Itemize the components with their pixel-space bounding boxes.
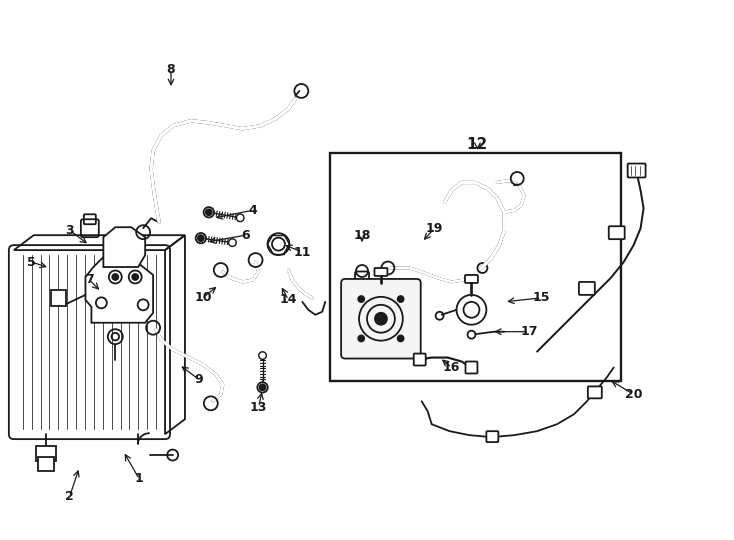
Circle shape	[398, 335, 404, 341]
Text: 1: 1	[135, 472, 144, 485]
FancyBboxPatch shape	[628, 164, 646, 178]
Text: 11: 11	[294, 246, 311, 259]
Circle shape	[375, 313, 387, 325]
Circle shape	[259, 352, 266, 359]
Text: 15: 15	[532, 292, 550, 305]
Circle shape	[112, 274, 118, 280]
Circle shape	[132, 274, 138, 280]
Text: 18: 18	[353, 228, 371, 242]
Text: 8: 8	[167, 63, 175, 76]
Text: 5: 5	[27, 255, 36, 268]
FancyBboxPatch shape	[374, 268, 388, 276]
FancyBboxPatch shape	[588, 387, 602, 399]
Text: 19: 19	[426, 222, 443, 235]
Polygon shape	[85, 247, 153, 323]
Text: 4: 4	[248, 204, 257, 217]
Text: 3: 3	[65, 224, 74, 237]
Circle shape	[203, 207, 214, 218]
Text: 10: 10	[194, 292, 211, 305]
Circle shape	[359, 301, 365, 307]
FancyBboxPatch shape	[487, 431, 498, 442]
FancyBboxPatch shape	[357, 303, 367, 321]
Circle shape	[228, 239, 236, 246]
FancyBboxPatch shape	[51, 290, 65, 306]
FancyBboxPatch shape	[465, 275, 478, 283]
Circle shape	[358, 335, 364, 341]
Circle shape	[236, 214, 244, 221]
Circle shape	[260, 384, 266, 390]
FancyBboxPatch shape	[465, 361, 477, 374]
FancyBboxPatch shape	[355, 272, 369, 296]
Bar	[330, 153, 621, 381]
Text: 6: 6	[241, 228, 250, 242]
Circle shape	[358, 296, 364, 302]
Text: 9: 9	[195, 373, 203, 386]
Text: 7: 7	[85, 273, 94, 286]
Circle shape	[206, 210, 212, 215]
Text: 17: 17	[520, 325, 538, 338]
Text: 13: 13	[250, 401, 267, 414]
FancyBboxPatch shape	[36, 446, 56, 461]
Polygon shape	[103, 227, 145, 267]
Text: 2: 2	[65, 490, 74, 503]
Text: 20: 20	[625, 388, 642, 401]
Text: 12: 12	[467, 137, 488, 152]
Circle shape	[398, 296, 404, 302]
Text: 14: 14	[280, 293, 297, 306]
Circle shape	[258, 382, 268, 393]
FancyBboxPatch shape	[608, 226, 625, 239]
Circle shape	[468, 330, 476, 339]
Circle shape	[196, 233, 206, 244]
Text: 16: 16	[443, 361, 460, 374]
FancyBboxPatch shape	[414, 354, 426, 366]
FancyBboxPatch shape	[341, 279, 421, 359]
FancyBboxPatch shape	[37, 457, 54, 471]
FancyBboxPatch shape	[579, 282, 595, 295]
Circle shape	[198, 235, 204, 241]
